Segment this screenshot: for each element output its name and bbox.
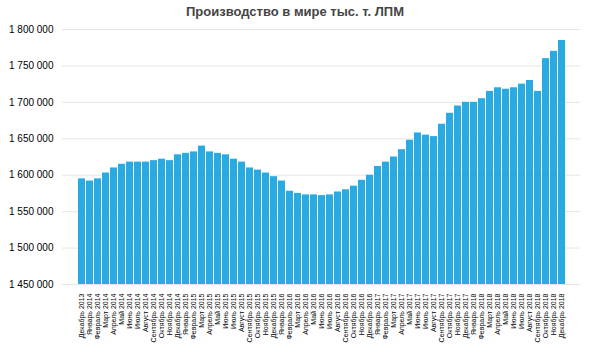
svg-text:Февраль 2015: Февраль 2015 <box>190 293 198 339</box>
svg-text:Август 2018: Август 2018 <box>526 293 534 332</box>
svg-text:Апрель 2014: Апрель 2014 <box>110 293 118 334</box>
svg-text:Апрель 2018: Апрель 2018 <box>494 293 502 334</box>
svg-text:Декабрь 2014: Декабрь 2014 <box>174 293 182 338</box>
svg-text:Январь 2015: Январь 2015 <box>182 293 190 335</box>
svg-text:Декабрь 2015: Декабрь 2015 <box>270 293 278 338</box>
svg-text:Март 2017: Март 2017 <box>390 293 398 327</box>
svg-text:Апрель 2017: Апрель 2017 <box>398 293 406 334</box>
svg-text:1 500 000: 1 500 000 <box>9 242 54 253</box>
svg-text:Ноябрь 2018: Ноябрь 2018 <box>550 293 558 335</box>
svg-text:1 800 000: 1 800 000 <box>9 24 54 35</box>
svg-text:Январь 2017: Январь 2017 <box>374 293 382 335</box>
svg-text:Октябрь 2017: Октябрь 2017 <box>446 293 454 338</box>
svg-text:Март 2016: Март 2016 <box>294 293 302 327</box>
svg-text:Февраль 2014: Февраль 2014 <box>94 293 102 339</box>
svg-text:Август 2016: Август 2016 <box>334 293 342 332</box>
svg-text:Май 2017: Май 2017 <box>406 293 413 324</box>
svg-text:Декабрь 2017: Декабрь 2017 <box>462 293 470 338</box>
svg-text:Июль 2014: Июль 2014 <box>134 293 141 328</box>
svg-text:Март 2018: Март 2018 <box>486 293 494 327</box>
svg-text:1 600 000: 1 600 000 <box>9 169 54 180</box>
svg-text:Сентябрь 2014: Сентябрь 2014 <box>150 293 158 342</box>
svg-text:Июль 2015: Июль 2015 <box>230 293 237 328</box>
svg-text:Июль 2018: Июль 2018 <box>518 293 525 328</box>
svg-text:1 750 000: 1 750 000 <box>9 60 54 71</box>
svg-text:1 700 000: 1 700 000 <box>9 97 54 108</box>
svg-text:Август 2015: Август 2015 <box>238 293 246 332</box>
svg-text:Июнь 2016: Июнь 2016 <box>318 293 325 328</box>
svg-text:Июнь 2017: Июнь 2017 <box>414 293 421 328</box>
svg-text:Июнь 2015: Июнь 2015 <box>222 293 229 328</box>
svg-text:Май 2018: Май 2018 <box>502 293 509 324</box>
svg-text:Ноябрь 2015: Ноябрь 2015 <box>262 293 270 335</box>
html-text:Производство в мире тыс. т. ЛП: Производство в мире тыс. т. ЛПМ <box>186 4 404 19</box>
svg-text:Октябрь 2015: Октябрь 2015 <box>254 293 262 338</box>
svg-text:Ноябрь 2017: Ноябрь 2017 <box>454 293 462 335</box>
svg-text:Сентябрь 2016: Сентябрь 2016 <box>342 293 350 342</box>
svg-text:Октябрь 2016: Октябрь 2016 <box>350 293 358 338</box>
svg-text:Октябрь 2018: Октябрь 2018 <box>542 293 550 338</box>
svg-text:Июль 2017: Июль 2017 <box>422 293 429 328</box>
svg-text:Декабрь 2013: Декабрь 2013 <box>78 293 86 338</box>
svg-text:Апрель 2016: Апрель 2016 <box>302 293 310 334</box>
svg-text:Декабрь 2018: Декабрь 2018 <box>558 293 566 338</box>
svg-text:Июнь 2014: Июнь 2014 <box>126 293 133 328</box>
svg-text:Ноябрь 2016: Ноябрь 2016 <box>358 293 366 335</box>
svg-text:Май 2015: Май 2015 <box>214 293 221 324</box>
svg-text:Декабрь 2016: Декабрь 2016 <box>366 293 374 338</box>
svg-text:1 450 000: 1 450 000 <box>9 279 54 290</box>
svg-text:Февраль 2016: Февраль 2016 <box>286 293 294 339</box>
svg-text:Август 2017: Август 2017 <box>430 293 438 332</box>
svg-text:Май 2014: Май 2014 <box>118 293 125 324</box>
svg-text:Июль 2016: Июль 2016 <box>326 293 333 328</box>
svg-text:Январь 2016: Январь 2016 <box>278 293 286 335</box>
svg-text:Январь 2014: Январь 2014 <box>86 293 94 335</box>
svg-text:Февраль 2017: Февраль 2017 <box>382 293 390 339</box>
svg-text:1 650 000: 1 650 000 <box>9 133 54 144</box>
svg-text:1 550 000: 1 550 000 <box>9 206 54 217</box>
svg-text:Июнь 2018: Июнь 2018 <box>510 293 517 328</box>
svg-text:Март 2015: Март 2015 <box>198 293 206 327</box>
svg-text:Ноябрь 2014: Ноябрь 2014 <box>166 293 174 335</box>
svg-text:Октябрь 2014: Октябрь 2014 <box>158 293 166 338</box>
svg-text:Август 2014: Август 2014 <box>142 293 150 332</box>
svg-text:Апрель 2015: Апрель 2015 <box>206 293 214 334</box>
svg-text:Март 2014: Март 2014 <box>102 293 110 327</box>
svg-text:Сентябрь 2015: Сентябрь 2015 <box>246 293 254 342</box>
svg-text:Январь 2018: Январь 2018 <box>470 293 478 335</box>
svg-text:Сентябрь 2018: Сентябрь 2018 <box>534 293 542 342</box>
svg-text:Февраль 2018: Февраль 2018 <box>478 293 486 339</box>
svg-text:Сентябрь 2017: Сентябрь 2017 <box>438 293 446 342</box>
svg-text:Май 2016: Май 2016 <box>310 293 317 324</box>
